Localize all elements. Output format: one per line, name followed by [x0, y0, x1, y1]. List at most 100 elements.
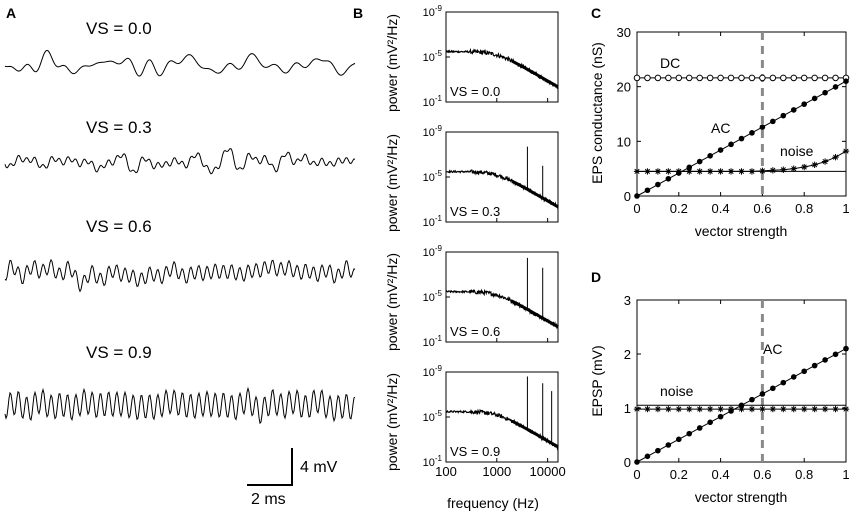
- point-noise: [675, 405, 682, 413]
- psd-spectrum: [445, 408, 559, 451]
- panel-b: B power (mV²/Hz) power (mV²/Hz) power (m…: [353, 4, 566, 511]
- point-noise: [821, 405, 829, 413]
- point-ac: [811, 95, 818, 102]
- x-tick-label: 0.8: [795, 201, 813, 216]
- psd-y-tick-label: 10-9: [423, 364, 443, 379]
- point-ac: [717, 413, 724, 420]
- psd-plot-vs-03: 10-1 10-5 10-9 VS = 0.3: [423, 124, 559, 229]
- point-ac: [707, 419, 713, 426]
- chart-c-xlabel: vector strength: [695, 223, 788, 239]
- point-ac: [696, 158, 703, 165]
- y-tick-label: 0: [624, 455, 631, 470]
- x-tick-label: 0.4: [712, 467, 730, 482]
- point-noise: [717, 405, 724, 413]
- point-ac: [843, 345, 849, 352]
- point-noise: [759, 167, 766, 175]
- point-dc: [654, 74, 662, 82]
- psd-y-tick-label: 10-1: [423, 94, 443, 109]
- point-ac: [811, 362, 818, 369]
- point-ac: [676, 436, 682, 443]
- x-tick-label: 0.4: [712, 201, 730, 216]
- point-ac: [759, 124, 766, 130]
- point-ac: [717, 147, 724, 153]
- point-ac: [665, 175, 672, 182]
- psd-spectrum: [445, 169, 559, 209]
- psd-y-title-2: power (mV²/Hz): [384, 253, 400, 351]
- point-noise: [727, 405, 735, 413]
- point-dc: [706, 74, 714, 82]
- chart-d: 0 1 2 3 0 0.2 0.4 0.6 0.8 1: [624, 293, 850, 482]
- point-ac: [665, 442, 672, 448]
- psd-plot-vs-06: 10-1 10-5 10-9 VS = 0.6: [423, 244, 559, 349]
- scale-bar-voltage-label: 4 mV: [300, 459, 338, 476]
- point-ac: [822, 357, 828, 363]
- psd-y-title-3: power (mV²/Hz): [384, 373, 400, 471]
- point-noise: [832, 405, 839, 413]
- point-noise: [738, 405, 745, 413]
- psd-y-tick-label: 10-1: [423, 214, 443, 229]
- trace-label-vs-03: VS = 0.3: [86, 118, 152, 137]
- x-tick-label: 0.6: [753, 201, 771, 216]
- psd-spectrum-band: [511, 179, 559, 209]
- psd-y-tick-label: 10-1: [423, 334, 443, 349]
- point-dc: [832, 74, 839, 82]
- chart-c-ylabel: EPS conductance (nS): [589, 42, 605, 184]
- psd-spectrum: [445, 288, 559, 330]
- point-ac: [832, 351, 839, 358]
- x-tick-label: 0: [633, 467, 640, 482]
- point-ac: [770, 385, 776, 392]
- point-ac: [822, 89, 828, 96]
- psd-inset-label: VS = 0.6: [450, 324, 500, 339]
- point-dc: [790, 74, 798, 82]
- psd-spectrum-band: [511, 299, 559, 329]
- point-noise: [842, 405, 850, 413]
- point-dc: [748, 74, 756, 82]
- trace-vs-03: [4, 148, 356, 175]
- y-tick-label: 0: [624, 189, 631, 204]
- psd-y-tick-label: 10-5: [423, 409, 443, 424]
- point-noise: [706, 405, 714, 413]
- point-ac: [759, 391, 766, 397]
- annotation-ac-c: AC: [711, 120, 730, 136]
- point-ac: [634, 193, 640, 199]
- point-ac: [790, 107, 797, 113]
- point-noise: [780, 405, 787, 413]
- point-dc: [696, 74, 704, 82]
- x-tick-label: 0.2: [670, 201, 688, 216]
- psd-y-tick-label: 10-5: [423, 169, 443, 184]
- plot-frame: [636, 31, 847, 197]
- point-noise: [821, 158, 829, 165]
- point-noise: [748, 405, 756, 413]
- psd-y-title-0: power (mV²/Hz): [384, 14, 400, 112]
- point-ac: [749, 130, 755, 136]
- panel-d-letter: D: [591, 269, 601, 285]
- point-ac: [644, 187, 651, 194]
- point-dc: [675, 74, 683, 82]
- x-tick-label: 0.2: [670, 467, 688, 482]
- y-tick-label: 2: [624, 347, 631, 362]
- point-dc: [738, 74, 745, 82]
- x-tick-label: 1: [842, 467, 849, 482]
- point-dc: [759, 74, 766, 82]
- chart-c: 0 10 20 30 0 0.2 0.4 0.6 0.8 1: [617, 25, 850, 216]
- plot-frame: [636, 299, 847, 463]
- point-noise: [790, 405, 797, 413]
- point-noise: [644, 405, 651, 413]
- point-ac: [801, 368, 807, 375]
- x-tick-label: 0.6: [753, 467, 771, 482]
- point-dc: [685, 74, 693, 82]
- point-noise: [811, 405, 818, 413]
- psd-plot-vs-09: 10-1 10-5 10-9 100 1000 10000 VS = 0.9: [423, 364, 566, 479]
- scale-bar-time-label: 2 ms: [251, 491, 286, 508]
- psd-x-tick-label: 10000: [530, 464, 566, 479]
- point-ac: [790, 374, 797, 380]
- point-noise: [842, 147, 850, 155]
- point-ac: [780, 112, 787, 119]
- point-dc: [727, 74, 735, 82]
- psd-y-title-1: power (mV²/Hz): [384, 134, 400, 232]
- point-dc: [811, 74, 818, 82]
- x-tick-label: 1: [842, 201, 849, 216]
- point-ac: [801, 101, 807, 107]
- x-tick-label: 0.8: [795, 467, 813, 482]
